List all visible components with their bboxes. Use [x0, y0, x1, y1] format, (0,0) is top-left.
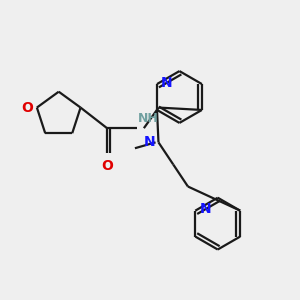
Text: O: O [22, 100, 33, 115]
Text: NH: NH [138, 112, 159, 124]
Text: N: N [144, 135, 155, 149]
Text: N: N [200, 202, 211, 216]
Text: N: N [161, 76, 173, 90]
Text: O: O [101, 158, 113, 172]
